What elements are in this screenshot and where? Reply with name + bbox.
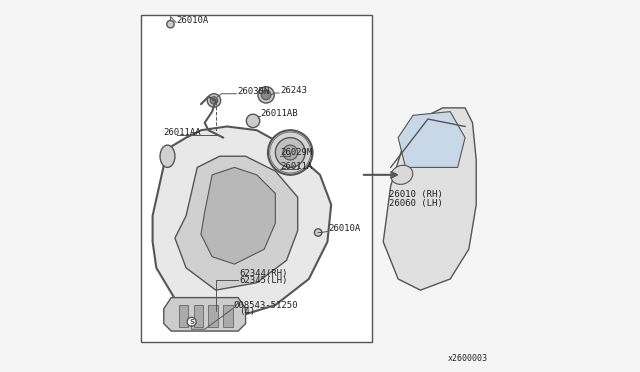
Text: 26029M: 26029M xyxy=(280,148,312,157)
Polygon shape xyxy=(398,112,465,167)
Circle shape xyxy=(275,138,305,167)
Text: 26010 (RH): 26010 (RH) xyxy=(389,190,443,199)
Text: 62344(RH): 62344(RH) xyxy=(239,269,287,278)
Circle shape xyxy=(211,97,218,104)
Polygon shape xyxy=(164,298,246,331)
Text: (4): (4) xyxy=(239,307,255,316)
Text: 26011AA: 26011AA xyxy=(163,128,201,137)
Bar xyxy=(141,15,372,342)
Text: 62345(LH): 62345(LH) xyxy=(239,276,287,285)
Ellipse shape xyxy=(160,145,175,167)
Bar xyxy=(209,305,218,327)
Text: 26010A: 26010A xyxy=(328,224,360,233)
Text: S: S xyxy=(189,319,194,325)
Circle shape xyxy=(207,94,221,107)
Bar xyxy=(193,305,203,327)
Text: 26010A: 26010A xyxy=(177,16,209,25)
Text: 26011A: 26011A xyxy=(280,162,312,171)
Circle shape xyxy=(261,90,271,100)
Ellipse shape xyxy=(391,165,413,185)
Circle shape xyxy=(268,130,312,175)
Circle shape xyxy=(246,114,260,128)
Bar xyxy=(223,305,232,327)
Polygon shape xyxy=(152,126,331,320)
Polygon shape xyxy=(175,156,298,290)
Circle shape xyxy=(283,145,298,160)
Text: 26011AB: 26011AB xyxy=(260,109,298,118)
Circle shape xyxy=(167,20,174,28)
Circle shape xyxy=(314,229,322,236)
Circle shape xyxy=(258,87,275,103)
Text: Ø08543-51250: Ø08543-51250 xyxy=(234,301,298,310)
Bar xyxy=(179,305,188,327)
Text: 26060 (LH): 26060 (LH) xyxy=(389,199,443,208)
Text: 26243: 26243 xyxy=(280,86,307,95)
Polygon shape xyxy=(201,167,275,264)
Text: x2600003: x2600003 xyxy=(447,354,488,363)
Polygon shape xyxy=(383,108,476,290)
Text: 2603BN: 2603BN xyxy=(237,87,269,96)
Circle shape xyxy=(187,317,196,326)
